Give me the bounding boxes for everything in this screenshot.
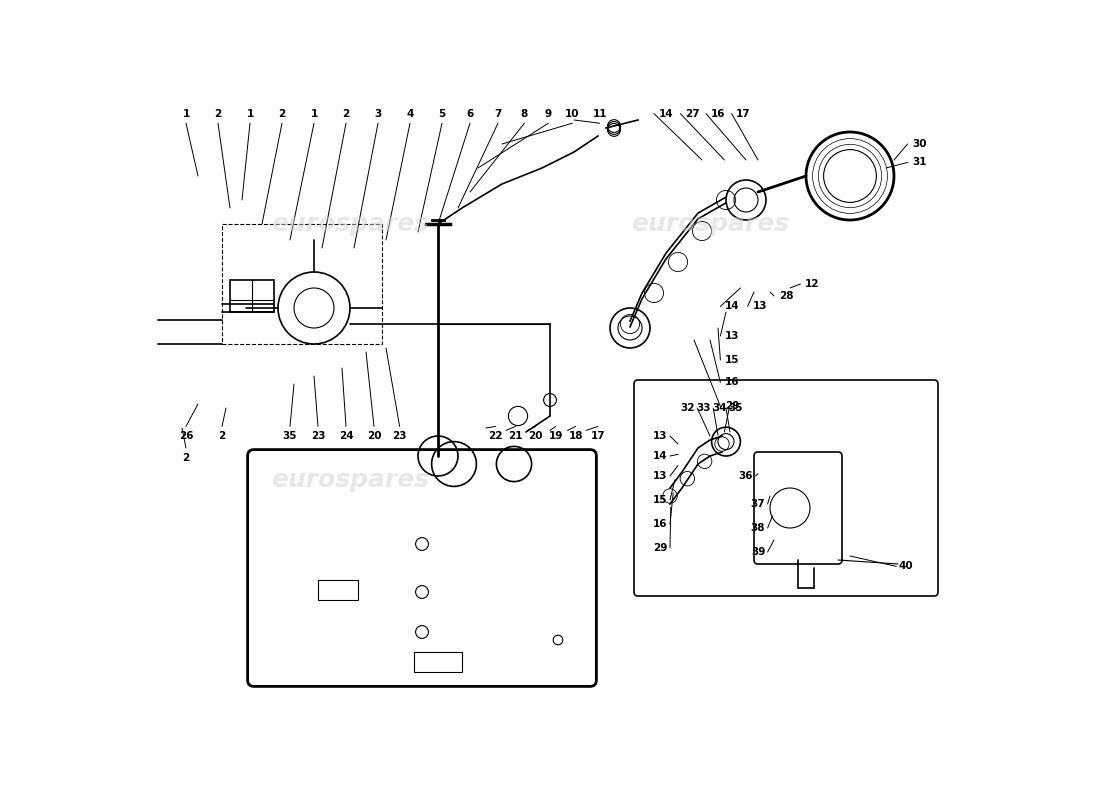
Text: 2: 2 — [219, 431, 225, 441]
Text: 5: 5 — [439, 109, 446, 118]
FancyBboxPatch shape — [754, 452, 842, 564]
Text: 14: 14 — [653, 451, 668, 461]
Bar — [222, 224, 382, 344]
Text: 15: 15 — [725, 355, 739, 365]
Text: 35: 35 — [728, 403, 743, 413]
Text: 3: 3 — [374, 109, 382, 118]
Text: 1: 1 — [246, 109, 254, 118]
Text: 28: 28 — [779, 291, 793, 301]
Text: 12: 12 — [805, 279, 820, 289]
Text: eurospares: eurospares — [271, 468, 429, 492]
Text: 21: 21 — [508, 431, 522, 441]
Text: 39: 39 — [751, 547, 766, 557]
Text: 33: 33 — [696, 403, 711, 413]
Text: 2: 2 — [342, 109, 350, 118]
Text: 35: 35 — [283, 431, 297, 441]
Text: 10: 10 — [565, 109, 580, 118]
Bar — [318, 580, 358, 600]
Text: 13: 13 — [725, 331, 739, 341]
Text: 15: 15 — [653, 495, 668, 505]
Text: 37: 37 — [750, 499, 766, 509]
Text: 9: 9 — [544, 109, 552, 118]
Text: 8: 8 — [520, 109, 528, 118]
Text: 14: 14 — [659, 109, 673, 118]
Text: 20: 20 — [528, 431, 542, 441]
Text: 16: 16 — [653, 519, 668, 529]
Text: 23: 23 — [310, 431, 326, 441]
Text: 23: 23 — [393, 431, 407, 441]
Text: 34: 34 — [713, 403, 727, 413]
Text: 6: 6 — [466, 109, 474, 118]
Text: 36: 36 — [739, 471, 754, 481]
Text: 22: 22 — [488, 431, 503, 441]
Text: 29: 29 — [653, 543, 668, 553]
Text: 2: 2 — [183, 453, 189, 462]
Text: eurospares: eurospares — [631, 212, 789, 236]
Text: 26: 26 — [178, 431, 194, 441]
Text: eurospares: eurospares — [271, 212, 429, 236]
Text: 17: 17 — [591, 431, 605, 441]
Text: 19: 19 — [549, 431, 563, 441]
Text: 16: 16 — [711, 109, 725, 118]
Text: 24: 24 — [339, 431, 353, 441]
Bar — [230, 280, 274, 312]
Text: 17: 17 — [736, 109, 751, 118]
Text: 38: 38 — [750, 523, 766, 533]
Bar — [414, 652, 462, 672]
Text: 31: 31 — [912, 158, 927, 167]
Text: 29: 29 — [725, 402, 739, 411]
Text: 2: 2 — [214, 109, 221, 118]
Text: 4: 4 — [406, 109, 414, 118]
Text: 7: 7 — [494, 109, 502, 118]
Text: 20: 20 — [366, 431, 382, 441]
Text: 32: 32 — [680, 403, 695, 413]
Text: 13: 13 — [752, 302, 767, 311]
FancyBboxPatch shape — [248, 450, 596, 686]
Text: 1: 1 — [310, 109, 318, 118]
Text: 2: 2 — [278, 109, 286, 118]
Text: 16: 16 — [725, 378, 739, 387]
Text: 13: 13 — [653, 471, 668, 481]
FancyBboxPatch shape — [634, 380, 938, 596]
Text: 11: 11 — [592, 109, 607, 118]
Text: 13: 13 — [653, 431, 668, 441]
Text: 27: 27 — [685, 109, 700, 118]
Text: 18: 18 — [569, 431, 583, 441]
Text: 1: 1 — [183, 109, 189, 118]
Text: 14: 14 — [725, 302, 739, 311]
Text: 30: 30 — [912, 139, 927, 149]
Text: 40: 40 — [899, 562, 913, 571]
